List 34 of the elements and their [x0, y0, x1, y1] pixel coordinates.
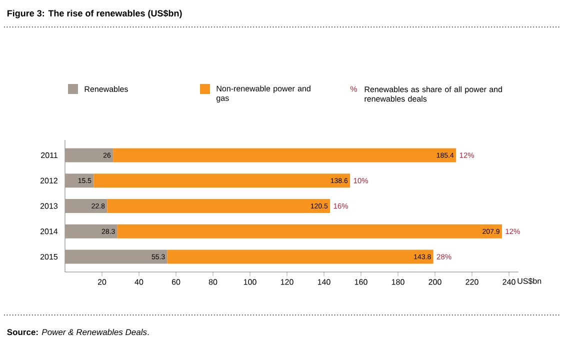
- x-tick-label: 100: [244, 279, 256, 285]
- bar: [113, 148, 456, 162]
- x-tick-label: 200: [428, 279, 442, 285]
- text: Renewables as share of all power and renewables deals: [364, 86, 502, 102]
- bar: [117, 224, 502, 238]
- y-tick-label: 2012: [40, 178, 58, 184]
- x-tick-label: 20: [98, 279, 106, 285]
- x-axis-title: US$bn: [518, 278, 542, 284]
- legend-label: Renewables: [84, 86, 128, 92]
- bar: [167, 250, 434, 264]
- y-tick-label: 2014: [40, 228, 58, 234]
- bar: [65, 224, 118, 238]
- x-tick-label: 220: [466, 279, 478, 285]
- x-tick-label: 60: [172, 279, 180, 285]
- x-tick-label: 80: [208, 279, 218, 285]
- bar: [94, 174, 350, 188]
- text: %: [350, 86, 358, 92]
- x-tick-label: 160: [354, 279, 368, 285]
- x-tick-label: 40: [134, 279, 144, 285]
- text: Source: Power & Renewables Deals.: [7, 328, 149, 336]
- x-tick-label: 120: [280, 279, 294, 285]
- bar: [65, 148, 114, 162]
- bar: [65, 250, 168, 264]
- chart-title: Figure 3: The rise of renewables (US$bn): [7, 10, 182, 18]
- bar: [65, 174, 94, 188]
- y-tick-label: 2011: [41, 152, 58, 158]
- legend-label: Non-renewable power and gas: [216, 86, 310, 102]
- bar: [107, 199, 330, 213]
- x-tick-label: 240: [502, 279, 516, 285]
- bar: [65, 199, 108, 213]
- x-tick-label: 140: [318, 279, 330, 285]
- x-tick-label: 180: [392, 279, 404, 285]
- y-tick-label: 2015: [40, 254, 58, 260]
- y-tick-label: 2013: [40, 203, 58, 209]
